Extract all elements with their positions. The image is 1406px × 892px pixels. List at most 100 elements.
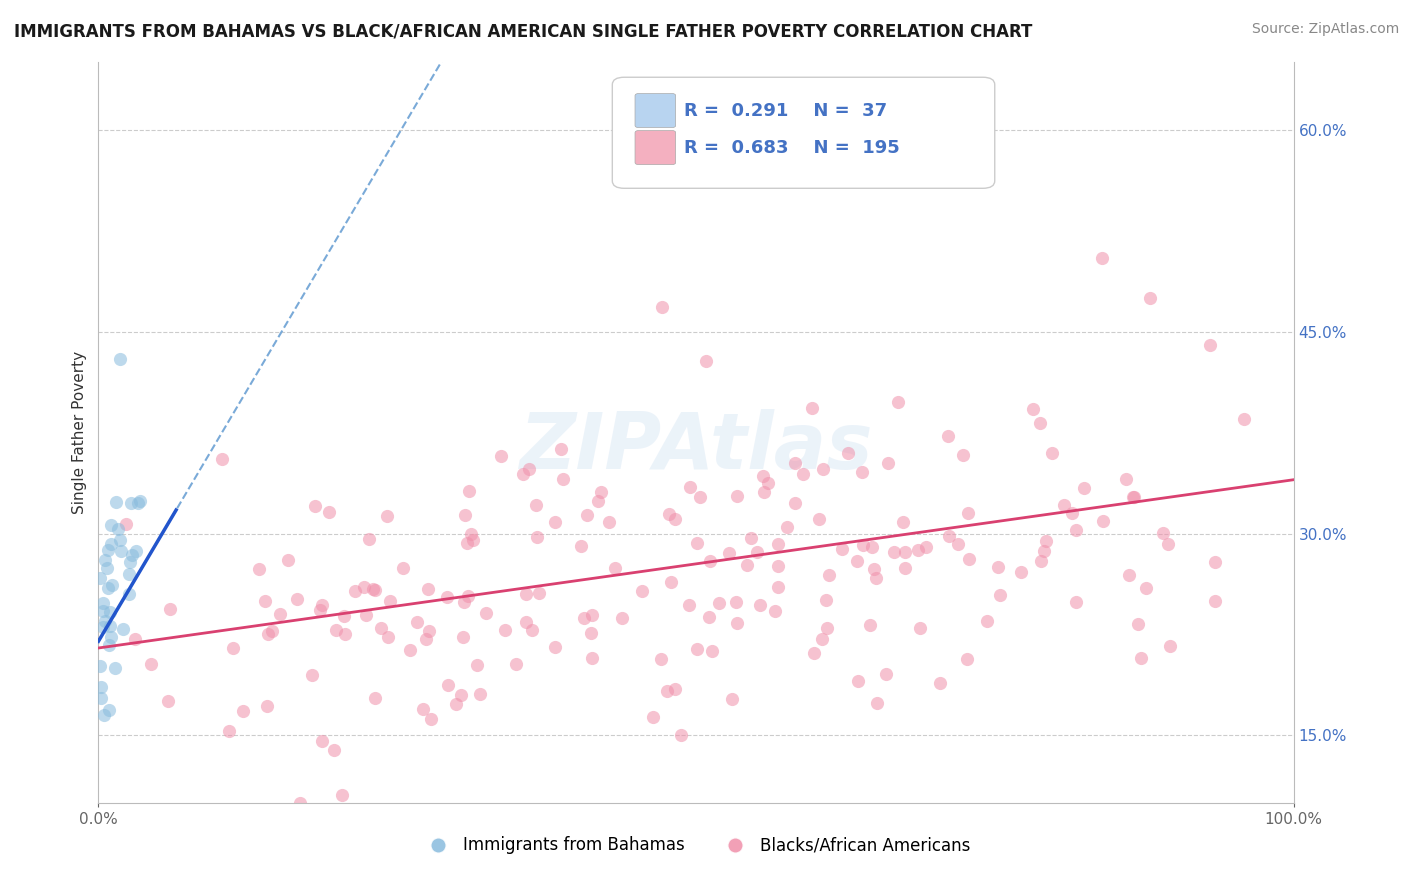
Point bbox=[98, 605, 121, 619]
Point bbox=[1115, 472, 1137, 486]
Point bbox=[1152, 526, 1174, 541]
Point bbox=[269, 607, 291, 621]
Point bbox=[311, 599, 333, 613]
Point bbox=[415, 632, 437, 647]
Point bbox=[222, 641, 245, 656]
Point bbox=[737, 558, 759, 572]
Point bbox=[262, 624, 284, 639]
Point bbox=[817, 568, 839, 582]
Point bbox=[605, 561, 627, 575]
Point bbox=[598, 515, 620, 529]
Point bbox=[457, 590, 479, 604]
Point bbox=[1204, 593, 1226, 607]
Point bbox=[718, 546, 741, 560]
Point bbox=[412, 702, 434, 716]
Point bbox=[364, 583, 387, 598]
Text: ZIPAtlas: ZIPAtlas bbox=[519, 409, 873, 485]
Point bbox=[831, 541, 853, 556]
Point bbox=[100, 518, 122, 533]
Point bbox=[865, 571, 887, 585]
Point bbox=[97, 542, 120, 557]
Point bbox=[658, 508, 681, 522]
Point bbox=[748, 598, 770, 612]
Point bbox=[458, 483, 481, 498]
Point bbox=[952, 449, 974, 463]
Point bbox=[768, 581, 790, 595]
Y-axis label: Single Father Poverty: Single Father Poverty bbox=[72, 351, 87, 514]
Point bbox=[591, 484, 613, 499]
Point bbox=[678, 599, 700, 613]
Point bbox=[100, 630, 122, 644]
Point bbox=[569, 539, 592, 553]
Point bbox=[544, 515, 567, 529]
Point bbox=[845, 554, 868, 568]
Text: R =  0.683    N =  195: R = 0.683 N = 195 bbox=[685, 138, 900, 157]
Point bbox=[751, 469, 773, 483]
Point bbox=[1130, 651, 1153, 665]
Point bbox=[1022, 401, 1045, 416]
Point bbox=[1040, 446, 1063, 460]
Point bbox=[475, 606, 498, 620]
Point bbox=[1199, 338, 1222, 352]
Point bbox=[335, 627, 357, 641]
Point bbox=[361, 582, 384, 596]
Legend: Immigrants from Bahamas, Blacks/African Americans: Immigrants from Bahamas, Blacks/African … bbox=[415, 830, 977, 861]
Point bbox=[100, 537, 122, 551]
Point bbox=[631, 583, 654, 598]
Point bbox=[98, 619, 121, 633]
Point bbox=[468, 687, 491, 701]
Point bbox=[948, 129, 970, 144]
Point bbox=[866, 697, 889, 711]
Point bbox=[453, 595, 475, 609]
Point bbox=[697, 609, 720, 624]
Point bbox=[1062, 506, 1084, 520]
Point bbox=[695, 354, 717, 368]
Point bbox=[815, 621, 838, 635]
Point bbox=[465, 657, 488, 672]
Point bbox=[664, 681, 686, 696]
Point bbox=[494, 623, 516, 637]
Point bbox=[418, 624, 440, 639]
Point bbox=[96, 561, 118, 575]
Point bbox=[121, 548, 143, 562]
Point bbox=[344, 583, 367, 598]
Point bbox=[948, 537, 970, 551]
Point bbox=[277, 553, 299, 567]
Point bbox=[725, 490, 748, 504]
Point bbox=[876, 457, 898, 471]
Point bbox=[370, 621, 392, 635]
Point bbox=[105, 495, 128, 509]
Point bbox=[98, 703, 121, 717]
Point bbox=[118, 567, 141, 582]
Point bbox=[124, 632, 146, 646]
Point bbox=[907, 542, 929, 557]
Point bbox=[581, 607, 603, 622]
Point bbox=[586, 493, 609, 508]
Point bbox=[526, 529, 548, 543]
Point bbox=[311, 734, 333, 748]
Point bbox=[1157, 537, 1180, 551]
Point bbox=[524, 498, 547, 512]
Point bbox=[956, 506, 979, 520]
Point bbox=[859, 617, 882, 632]
Point bbox=[1053, 499, 1076, 513]
Point bbox=[988, 588, 1011, 602]
Point bbox=[852, 538, 875, 552]
Point bbox=[754, 484, 776, 499]
Point bbox=[766, 537, 789, 551]
Point bbox=[108, 533, 131, 548]
Point bbox=[700, 644, 723, 658]
Point bbox=[803, 646, 825, 660]
Point bbox=[308, 603, 330, 617]
Point bbox=[118, 587, 141, 601]
Point bbox=[359, 533, 381, 547]
Point bbox=[575, 508, 598, 522]
Point bbox=[938, 528, 960, 542]
Point bbox=[97, 581, 120, 595]
Point bbox=[846, 673, 869, 688]
Text: R =  0.291    N =  37: R = 0.291 N = 37 bbox=[685, 102, 887, 120]
Point bbox=[883, 545, 905, 559]
Point bbox=[517, 462, 540, 476]
Point bbox=[810, 632, 832, 647]
Point bbox=[929, 676, 952, 690]
